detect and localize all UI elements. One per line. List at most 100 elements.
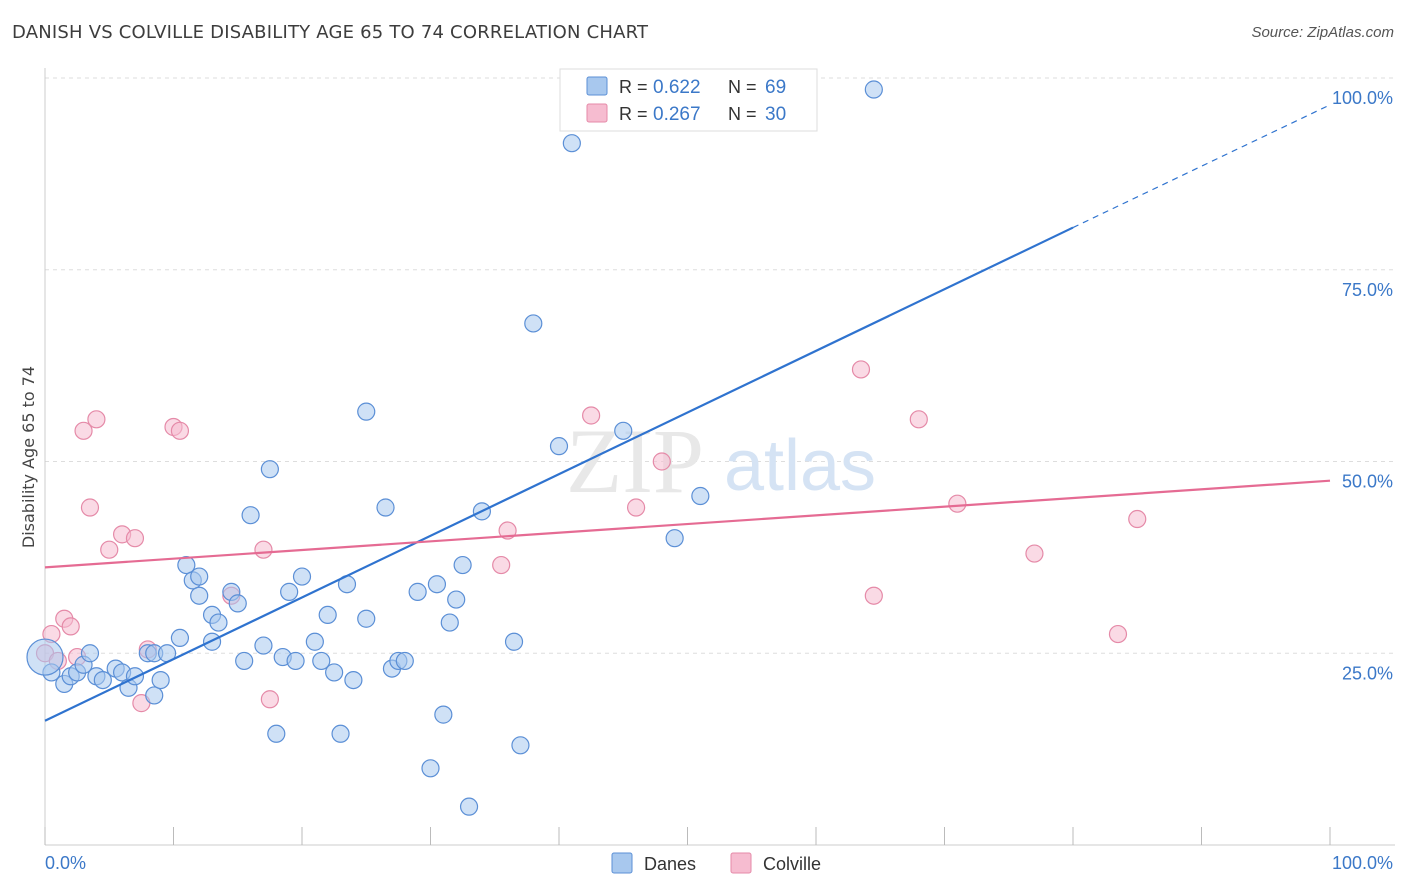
colville-point (80, 498, 100, 517)
colville-point (87, 410, 106, 429)
y-tick-label: 50.0% (1342, 472, 1393, 492)
danes-trend-line (44, 226, 1074, 722)
danes-point (209, 613, 228, 632)
colville-point (626, 498, 646, 517)
colville-point (1108, 624, 1128, 644)
danes-point (440, 613, 459, 632)
colville-point (61, 617, 80, 636)
danes-legend-swatch (586, 76, 608, 96)
danes-point (280, 582, 299, 601)
danes-point (421, 759, 440, 778)
colville-point (864, 586, 883, 605)
danes-point (235, 651, 254, 671)
danes-point (305, 632, 324, 651)
danes-point (331, 724, 350, 743)
colville-n-label: N = (728, 104, 757, 124)
chart-title: DANISH VS COLVILLE DISABILITY AGE 65 TO … (12, 22, 649, 43)
colville-point (74, 421, 93, 440)
danes-point (691, 486, 710, 506)
danes-point (434, 705, 453, 724)
danes-point (357, 609, 376, 628)
danes-point (267, 724, 286, 743)
danes-point (453, 555, 472, 575)
danes-point (145, 686, 164, 705)
danes-point (357, 402, 376, 421)
y-axis-title: Disability Age 65 to 74 (19, 366, 38, 548)
danes-point (286, 651, 305, 671)
danes-point (459, 797, 479, 816)
colville-point (1128, 509, 1147, 529)
danes-point (177, 555, 196, 575)
y-tick-label: 100.0% (1332, 88, 1393, 108)
danes-legend-label: Danes (644, 854, 696, 874)
danes-point (260, 460, 279, 479)
danes-n-value: 69 (765, 77, 786, 98)
danes-n-label: N = (728, 77, 757, 97)
colville-bottom-swatch (730, 852, 752, 874)
colville-point (492, 555, 511, 575)
danes-point (292, 567, 312, 586)
colville-r-label: R = (619, 104, 648, 124)
source-label: Source: ZipAtlas.com (1251, 24, 1394, 41)
gridlines (45, 77, 1395, 654)
danes-point (447, 590, 466, 609)
danes-point (395, 651, 414, 671)
watermark-zip: ZIP (566, 410, 704, 512)
danes-point (549, 437, 569, 456)
stats-legend: R = 0.622 N = 69 R = 0.267 N = 30 (559, 68, 818, 132)
danes-point (241, 506, 260, 525)
danes-point (344, 670, 363, 690)
watermark-atlas: atlas (724, 426, 876, 506)
danes-point (190, 567, 209, 586)
danes-trend-extension (1072, 104, 1331, 229)
danes-bottom-swatch (611, 852, 633, 874)
danes-point (318, 605, 337, 625)
colville-point (100, 540, 119, 559)
axes: 25.0% 50.0% 75.0% 100.0% 0.0% 100.0% (44, 68, 1395, 873)
y-tick-label: 75.0% (1342, 280, 1393, 300)
danes-point (228, 594, 247, 613)
colville-point (851, 360, 871, 379)
watermark: ZIP atlas (566, 410, 876, 512)
colville-legend-swatch (586, 103, 608, 123)
danes-point (864, 80, 883, 99)
danes-point (170, 628, 190, 648)
danes-point (614, 421, 633, 440)
danes-point (26, 638, 64, 676)
colville-r-value: 0.267 (653, 104, 701, 125)
colville-point (125, 529, 145, 548)
danes-point (325, 663, 344, 682)
y-axis-label: Disability Age 65 to 74 (19, 366, 38, 548)
danes-point (151, 670, 170, 690)
danes-point (504, 632, 524, 651)
danes-point (190, 586, 209, 605)
danes-r-value: 0.622 (653, 77, 701, 98)
colville-point (260, 690, 279, 709)
danes-point (665, 529, 684, 548)
colville-n-value: 30 (765, 104, 786, 125)
danes-point (408, 582, 427, 601)
colville-series (35, 360, 1147, 713)
danes-point (312, 651, 331, 671)
colville-point (909, 410, 928, 429)
danes-point (93, 670, 112, 690)
danes-point (511, 736, 530, 755)
colville-point (254, 540, 273, 559)
trend-lines (44, 104, 1331, 722)
y-tick-label: 25.0% (1342, 663, 1393, 683)
colville-trend-line (44, 479, 1331, 569)
colville-legend-label: Colville (763, 854, 821, 874)
danes-point (524, 314, 543, 333)
colville-point (1025, 544, 1044, 563)
danes-point (125, 667, 145, 686)
colville-point (652, 452, 671, 471)
series-legend: Danes Colville (611, 852, 821, 874)
danes-point (427, 575, 447, 594)
x-tick-label: 100.0% (1332, 853, 1393, 873)
colville-point (170, 421, 190, 440)
danes-point (254, 636, 273, 655)
danes-r-label: R = (619, 77, 648, 97)
danes-point (376, 498, 395, 517)
danes-series (26, 68, 883, 816)
